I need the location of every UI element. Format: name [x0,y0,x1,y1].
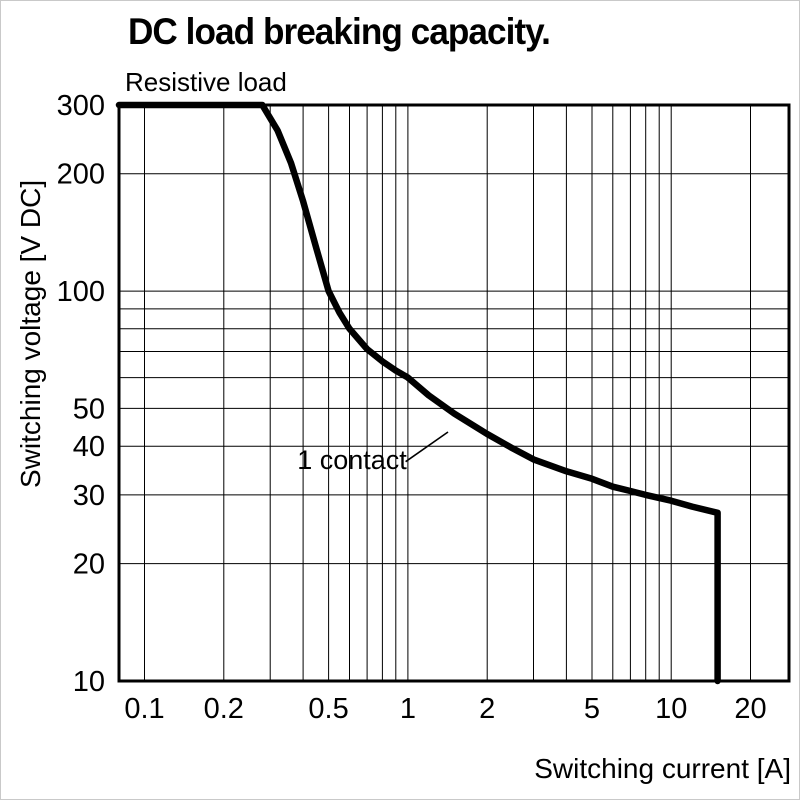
chart-title: DC load breaking capacity. [128,11,551,52]
y-tick-label: 40 [73,431,105,463]
x-tick-label: 20 [734,693,766,725]
x-tick-label: 10 [655,693,687,725]
x-tick-label: 5 [584,693,600,725]
y-tick-label: 30 [73,480,105,512]
y-tick-label: 300 [57,90,105,122]
curve-1-contact [115,101,721,685]
x-tick-label: 0.1 [124,693,164,725]
y-tick-label: 50 [73,393,105,425]
plot-frame [117,103,791,683]
y-tick-label: 20 [73,549,105,581]
annotation-label: 1 contact [297,445,407,475]
x-axis-label: Switching current [A] [534,753,791,784]
y-tick-label: 200 [57,159,105,191]
chart-subtitle: Resistive load [125,67,287,97]
x-tick-label: 0.5 [308,693,348,725]
x-tick-label: 1 [400,693,416,725]
x-tick-label: 2 [479,693,495,725]
annotation-leader-line [405,431,449,463]
y-tick-label: 10 [73,666,105,698]
x-tick-label: 0.2 [204,693,244,725]
y-tick-label: 100 [57,276,105,308]
